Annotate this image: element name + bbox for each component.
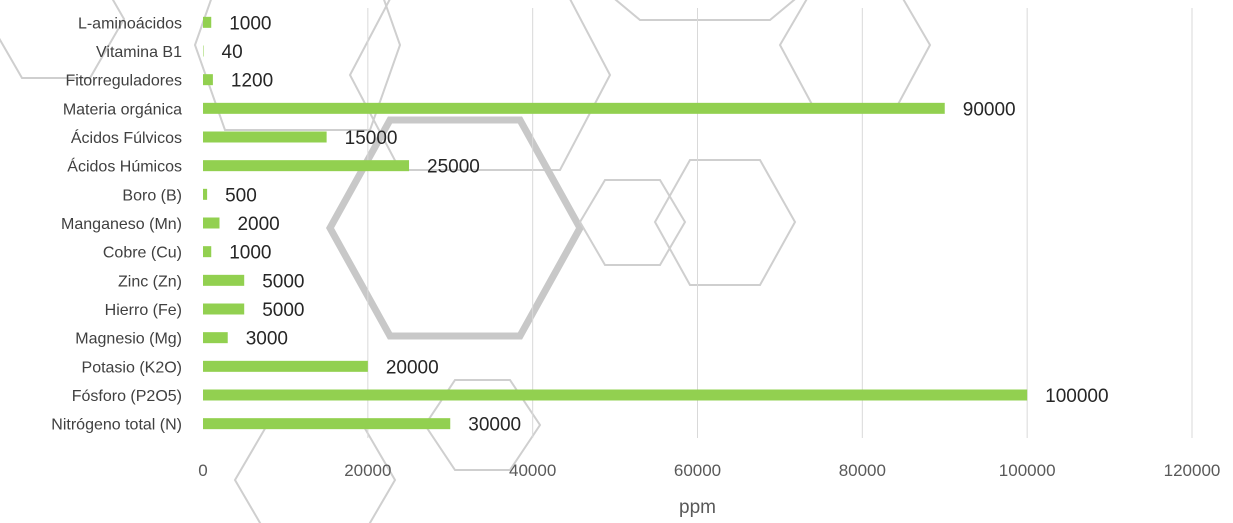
background-hexagon — [578, 179, 687, 266]
category-label: Manganeso (Mn) — [61, 216, 182, 233]
bar — [203, 74, 213, 86]
x-tick-label: 60000 — [674, 461, 721, 480]
data-label: 5000 — [262, 300, 304, 321]
x-axis-title: ppm — [679, 497, 716, 518]
bar — [203, 360, 368, 372]
x-tick-label: 20000 — [344, 461, 391, 480]
category-label: Fitorreguladores — [66, 73, 183, 90]
background-hexagon — [325, 116, 585, 340]
bar — [203, 45, 204, 57]
bar — [203, 303, 245, 315]
bar — [203, 246, 212, 258]
category-label: Ácidos Húmicos — [67, 157, 182, 176]
bar — [203, 332, 228, 344]
data-label: 1000 — [229, 243, 271, 264]
category-label: Cobre (Cu) — [103, 245, 182, 262]
background-hexagon — [614, 0, 796, 21]
x-tick-label: 120000 — [1164, 461, 1221, 480]
data-label: 1000 — [229, 13, 271, 34]
category-label: Boro (B) — [122, 187, 182, 204]
x-tick-label: 0 — [198, 461, 207, 480]
bar — [203, 217, 220, 229]
category-label: L-aminoácidos — [78, 15, 182, 32]
data-label: 2000 — [237, 214, 279, 235]
background-hexagon — [348, 0, 612, 171]
bar — [203, 274, 245, 286]
x-tick-label: 40000 — [509, 461, 556, 480]
data-label: 30000 — [468, 415, 521, 436]
gridlines — [367, 8, 1193, 438]
category-label: Magnesio (Mg) — [75, 331, 182, 348]
bar — [203, 131, 327, 143]
x-axis-tick-labels: 0 20000 40000 60000 80000 100000 120000 — [198, 461, 1220, 480]
background-hexagon — [653, 159, 797, 286]
bar — [203, 389, 1028, 401]
bar — [203, 188, 208, 200]
data-label: 3000 — [246, 329, 288, 350]
category-label: Hierro (Fe) — [105, 302, 182, 319]
data-label: 1200 — [231, 71, 273, 92]
background-hexagon — [778, 0, 932, 111]
data-label: 100000 — [1045, 386, 1108, 407]
background-hexagon — [0, 0, 126, 79]
category-label: Ácidos Fúlvicos — [71, 128, 182, 147]
data-label: 25000 — [427, 157, 480, 178]
x-tick-label: 80000 — [839, 461, 886, 480]
bar — [203, 160, 410, 172]
category-label: Materia orgánica — [63, 101, 182, 118]
x-tick-label: 100000 — [999, 461, 1056, 480]
data-labels: 30000 100000 20000 3000 5000 5000 1000 2000 500 2… — [222, 13, 1109, 435]
bar — [203, 418, 451, 430]
category-label: Nitrógeno total (N) — [51, 417, 182, 434]
category-label: Zinc (Zn) — [118, 273, 182, 290]
bar — [203, 102, 945, 114]
category-label: Fósforo (P2O5) — [72, 388, 182, 405]
bars — [203, 16, 1028, 430]
bar — [203, 16, 212, 28]
data-label: 500 — [225, 185, 257, 206]
data-label: 5000 — [262, 271, 304, 292]
data-label: 90000 — [963, 99, 1016, 120]
category-label: Potasio (K2O) — [82, 359, 182, 376]
background-hexagon — [193, 0, 402, 131]
data-label: 40 — [222, 42, 243, 63]
data-label: 15000 — [345, 128, 398, 149]
category-label: Vitamina B1 — [96, 44, 182, 61]
category-labels: Nitrógeno total (N) Fósforo (P2O5) Potasio… — [51, 15, 182, 433]
data-label: 20000 — [386, 357, 439, 378]
